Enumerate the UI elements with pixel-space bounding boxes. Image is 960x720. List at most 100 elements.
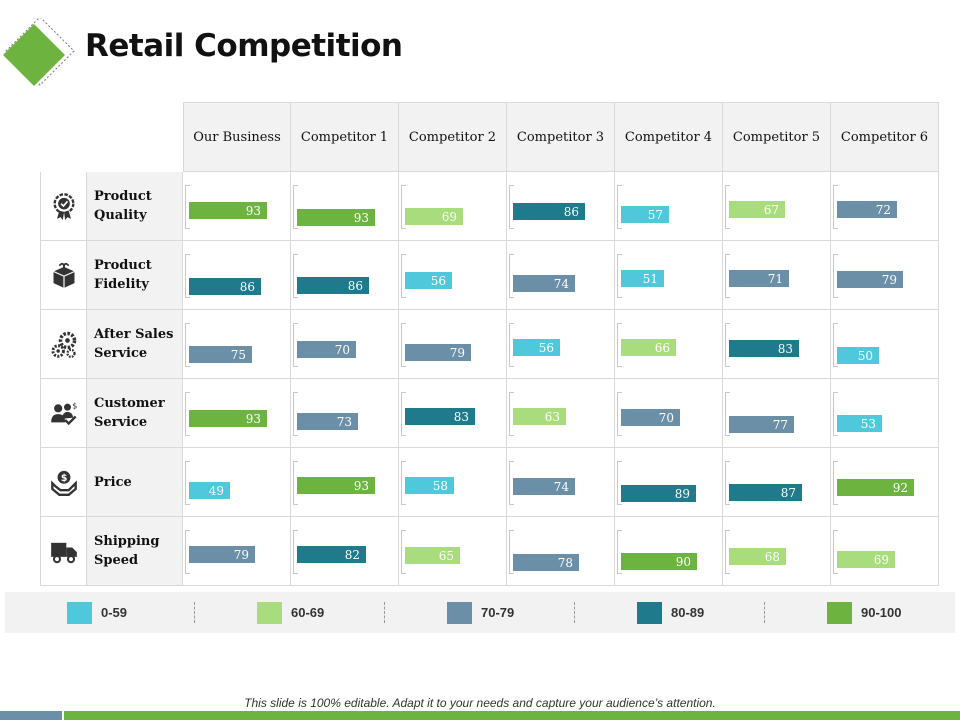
bar-product-quality-competitor-5: 67 <box>729 201 785 218</box>
legend-label: 90-100 <box>861 605 902 620</box>
bar-bracket <box>185 530 190 574</box>
data-cell: 51 <box>615 241 723 310</box>
bar-price-competitor-5: 87 <box>729 484 802 501</box>
bar-bracket <box>833 530 838 574</box>
bar-bracket <box>293 254 298 298</box>
data-cell: 79 <box>831 241 939 310</box>
legend-swatch <box>637 601 662 624</box>
data-cell: 86 <box>183 241 291 310</box>
data-cell: 58 <box>399 448 507 517</box>
row-label-shipping-speed: Shipping Speed <box>87 517 183 586</box>
bar-bracket <box>617 392 622 436</box>
legend-item-60-69: 60-69 <box>195 592 385 633</box>
data-cell: 73 <box>291 379 399 448</box>
row-label-customer-service: Customer Service <box>87 379 183 448</box>
data-cell: 89 <box>615 448 723 517</box>
bar-bracket <box>833 254 838 298</box>
data-cell: 83 <box>399 379 507 448</box>
gears-icon <box>50 331 76 358</box>
legend-label: 70-79 <box>481 605 515 620</box>
data-cell: 93 <box>183 172 291 241</box>
data-cell: 67 <box>723 172 831 241</box>
bar-bracket <box>185 185 190 229</box>
legend-divider <box>764 602 765 623</box>
bar-product-quality-competitor-3: 86 <box>513 203 585 220</box>
bar-bracket <box>509 392 514 436</box>
bar-product-fidelity-competitor-1: 86 <box>297 277 369 294</box>
data-cell: 65 <box>399 517 507 586</box>
data-cell: 68 <box>723 517 831 586</box>
data-cell: 56 <box>399 241 507 310</box>
bar-bracket <box>293 323 298 367</box>
footer-strip-green <box>64 711 960 720</box>
data-cell: 77 <box>723 379 831 448</box>
award-badge-icon <box>53 193 74 220</box>
bar-bracket <box>833 323 838 367</box>
legend-item-70-79: 70-79 <box>385 592 575 633</box>
row-icon-cell <box>40 241 87 310</box>
legend-divider <box>384 602 385 623</box>
bar-bracket <box>401 530 406 574</box>
bar-bracket <box>725 254 730 298</box>
data-cell: 92 <box>831 448 939 517</box>
svg-text:$: $ <box>72 400 77 410</box>
data-cell: 82 <box>291 517 399 586</box>
data-cell: 93 <box>183 379 291 448</box>
bar-after-sales-service-competitor-2: 79 <box>405 344 471 361</box>
bar-bracket <box>725 185 730 229</box>
row-icon-cell <box>40 172 87 241</box>
data-cell: 72 <box>831 172 939 241</box>
customer-support-icon: $ <box>50 400 77 426</box>
bar-after-sales-service-competitor-6: 50 <box>837 347 879 364</box>
bar-bracket <box>185 392 190 436</box>
svg-text:$: $ <box>60 473 67 484</box>
bar-product-fidelity-our-business: 86 <box>189 278 261 295</box>
data-cell: 69 <box>831 517 939 586</box>
row-label-product-fidelity: Product Fidelity <box>87 241 183 310</box>
data-cell: 49 <box>183 448 291 517</box>
bar-bracket <box>833 392 838 436</box>
bar-price-competitor-1: 93 <box>297 477 375 494</box>
bar-bracket <box>509 461 514 505</box>
column-header-competitor-3: Competitor 3 <box>507 102 615 172</box>
bar-bracket <box>293 185 298 229</box>
bar-product-fidelity-competitor-2: 56 <box>405 272 452 289</box>
data-cell: 90 <box>615 517 723 586</box>
footer-note: This slide is 100% editable. Adapt it to… <box>244 696 716 710</box>
bar-shipping-speed-competitor-5: 68 <box>729 548 786 565</box>
row-label-after-sales-service: After Sales Service <box>87 310 183 379</box>
bar-after-sales-service-our-business: 75 <box>189 346 252 363</box>
bar-customer-service-competitor-1: 73 <box>297 413 358 430</box>
bar-bracket <box>833 461 838 505</box>
bar-bracket <box>293 392 298 436</box>
legend-item-80-89: 80-89 <box>575 592 765 633</box>
delivery-truck-icon <box>50 542 77 564</box>
data-cell: 79 <box>183 517 291 586</box>
bar-bracket <box>293 530 298 574</box>
data-cell: 93 <box>291 172 399 241</box>
bar-product-quality-competitor-2: 69 <box>405 208 463 225</box>
bar-bracket <box>293 461 298 505</box>
bar-bracket <box>185 461 190 505</box>
bar-product-fidelity-competitor-3: 74 <box>513 275 575 292</box>
bar-shipping-speed-competitor-6: 69 <box>837 551 895 568</box>
bar-after-sales-service-competitor-4: 66 <box>621 339 676 356</box>
comparison-table: Our Business Competitor 1 Competitor 2 Comp… <box>40 102 939 586</box>
bar-product-fidelity-competitor-4: 51 <box>621 270 664 287</box>
row-label-price: Price <box>87 448 183 517</box>
legend-swatch <box>257 601 282 624</box>
data-cell: 63 <box>507 379 615 448</box>
bar-shipping-speed-competitor-2: 65 <box>405 547 460 564</box>
bar-after-sales-service-competitor-3: 56 <box>513 339 560 356</box>
row-label-product-quality: Product Quality <box>87 172 183 241</box>
bar-shipping-speed-competitor-1: 82 <box>297 546 366 563</box>
package-box-icon <box>52 262 75 288</box>
bar-customer-service-competitor-4: 70 <box>621 409 680 426</box>
data-cell: 79 <box>399 310 507 379</box>
bar-customer-service-our-business: 93 <box>189 410 267 427</box>
diamond-logo-icon <box>3 18 75 86</box>
legend-swatch <box>447 601 472 624</box>
legend-item-0-59: 0-59 <box>5 592 195 633</box>
column-header-our-business: Our Business <box>183 102 291 172</box>
row-icon-cell <box>40 517 87 586</box>
